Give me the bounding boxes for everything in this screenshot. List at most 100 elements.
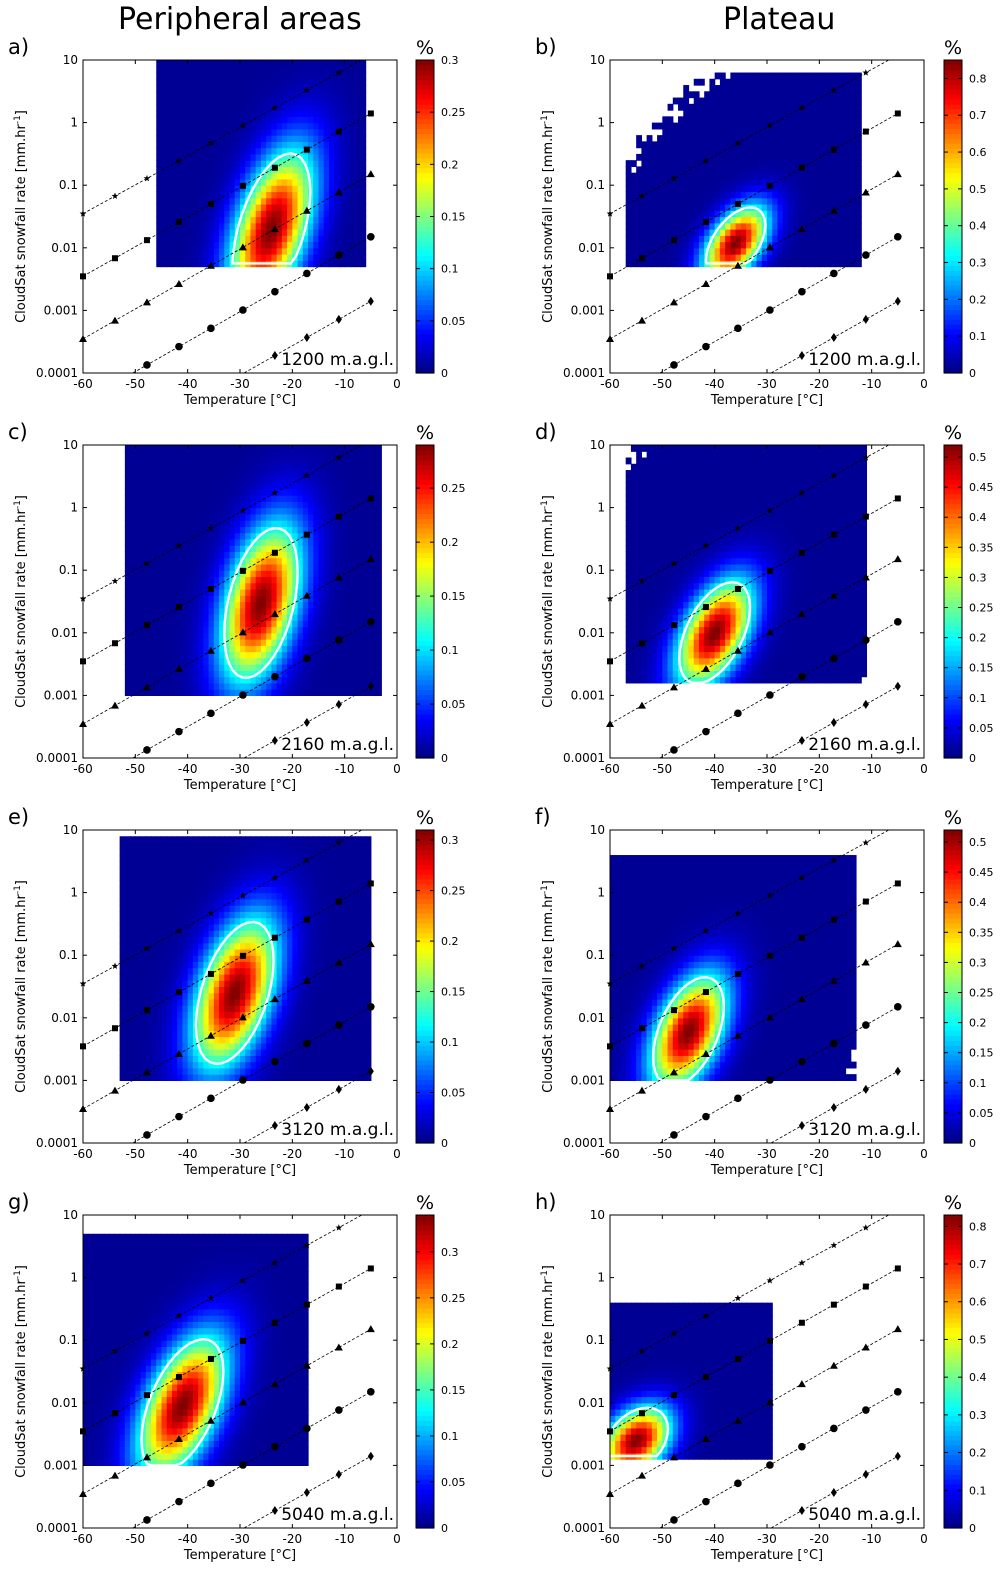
heatmap-cell bbox=[161, 103, 168, 111]
heatmap-cell bbox=[735, 135, 742, 142]
heatmap-cell bbox=[355, 620, 361, 628]
heatmap-cell bbox=[339, 172, 346, 180]
heatmap-cell bbox=[323, 488, 330, 496]
colorbar-segment bbox=[416, 113, 434, 120]
heatmap-cell bbox=[161, 153, 168, 161]
heatmap-cell bbox=[297, 147, 304, 155]
heatmap-cell bbox=[318, 91, 325, 99]
heatmap-cell bbox=[198, 495, 204, 502]
heatmap-cell bbox=[260, 445, 267, 452]
heatmap-cell bbox=[219, 682, 225, 690]
heatmap-cell bbox=[171, 216, 178, 224]
heatmap-cell bbox=[192, 582, 199, 590]
heatmap-cell bbox=[156, 645, 163, 653]
heatmap-cell bbox=[344, 676, 351, 684]
heatmap-cell bbox=[135, 588, 142, 596]
heatmap-cell bbox=[302, 116, 309, 124]
heatmap-cell bbox=[845, 91, 852, 99]
heatmap-cell bbox=[323, 172, 330, 180]
heatmap-cell bbox=[156, 197, 163, 205]
heatmap-cell bbox=[349, 570, 356, 578]
heatmap-cell bbox=[803, 216, 810, 224]
heatmap-cell bbox=[370, 570, 377, 578]
heatmap-cell bbox=[334, 482, 341, 490]
heatmap-cell bbox=[344, 135, 351, 142]
heatmap-cell bbox=[746, 229, 752, 236]
heatmap-cell bbox=[840, 222, 847, 230]
heatmap-cell bbox=[328, 607, 335, 615]
heatmap-cell bbox=[767, 235, 773, 243]
heatmap-cell bbox=[376, 645, 382, 653]
heatmap-cell bbox=[271, 185, 278, 193]
heatmap-cell bbox=[651, 153, 658, 161]
heatmap-cell bbox=[260, 185, 267, 193]
heatmap-cell bbox=[662, 172, 669, 180]
heatmap-cell bbox=[662, 203, 669, 211]
heatmap-cell bbox=[714, 160, 721, 168]
heatmap-cell bbox=[777, 203, 784, 211]
heatmap-cell bbox=[636, 141, 642, 149]
heatmap-cell bbox=[798, 216, 805, 224]
heatmap-cell bbox=[328, 254, 335, 261]
y-axis-label: CloudSat snowfall rate [mm.hr-1] bbox=[540, 110, 556, 323]
heatmap-cell bbox=[772, 216, 779, 224]
heatmap-cell bbox=[224, 682, 231, 690]
heatmap-cell bbox=[370, 576, 377, 584]
heatmap-cell bbox=[308, 254, 314, 261]
heatmap-cell bbox=[339, 222, 346, 230]
heatmap-cell bbox=[339, 116, 346, 124]
heatmap-cell bbox=[166, 141, 173, 149]
heatmap-cell bbox=[234, 620, 241, 628]
heatmap-cell bbox=[725, 103, 731, 111]
heatmap-cell bbox=[803, 122, 810, 130]
marker-square bbox=[271, 164, 278, 171]
heatmap-cell bbox=[651, 222, 658, 230]
heatmap-cell bbox=[344, 657, 351, 665]
heatmap-cell bbox=[318, 632, 325, 640]
heatmap-cell bbox=[845, 210, 852, 218]
heatmap-cell bbox=[808, 97, 815, 105]
heatmap-cell bbox=[234, 576, 241, 584]
heatmap-cell bbox=[208, 626, 215, 634]
heatmap-cell bbox=[213, 254, 220, 261]
heatmap-cell bbox=[313, 670, 320, 678]
heatmap-cell bbox=[135, 545, 142, 553]
heatmap-cell bbox=[740, 103, 747, 111]
heatmap-cell bbox=[156, 78, 163, 86]
heatmap-cell bbox=[334, 682, 341, 690]
heatmap-cell bbox=[657, 166, 663, 174]
heatmap-cell bbox=[192, 570, 199, 578]
heatmap-cell bbox=[328, 570, 335, 578]
heatmap-cell bbox=[339, 632, 346, 640]
heatmap-cell bbox=[709, 254, 716, 261]
heatmap-cell bbox=[281, 620, 288, 628]
heatmap bbox=[156, 60, 367, 268]
heatmap-cell bbox=[224, 216, 231, 224]
heatmap-cell bbox=[667, 172, 674, 180]
heatmap-cell bbox=[308, 664, 314, 671]
heatmap-cell bbox=[182, 241, 189, 249]
heatmap-cell bbox=[709, 103, 716, 111]
heatmap-cell bbox=[688, 229, 695, 236]
heatmap-cell bbox=[208, 172, 215, 180]
heatmap-cell bbox=[166, 582, 173, 590]
heatmap-cell bbox=[213, 203, 220, 211]
heatmap-cell bbox=[219, 495, 225, 502]
heatmap-cell bbox=[229, 210, 236, 218]
heatmap-cell bbox=[271, 128, 278, 136]
heatmap-cell bbox=[140, 563, 147, 571]
colorbar-segment bbox=[416, 245, 434, 252]
heatmap-cell bbox=[725, 178, 731, 186]
heatmap-cell bbox=[704, 135, 711, 142]
heatmap-cell bbox=[313, 664, 320, 671]
heatmap-cell bbox=[683, 229, 690, 236]
heatmap-cell bbox=[355, 97, 361, 105]
heatmap-cell bbox=[208, 538, 215, 546]
heatmap-cell bbox=[777, 91, 784, 99]
heatmap-cell bbox=[177, 582, 184, 590]
heatmap-cell bbox=[203, 470, 210, 477]
heatmap-cell bbox=[182, 488, 189, 496]
heatmap-cell bbox=[855, 141, 862, 149]
heatmap-cell bbox=[850, 210, 857, 218]
heatmap-cell bbox=[198, 595, 204, 603]
